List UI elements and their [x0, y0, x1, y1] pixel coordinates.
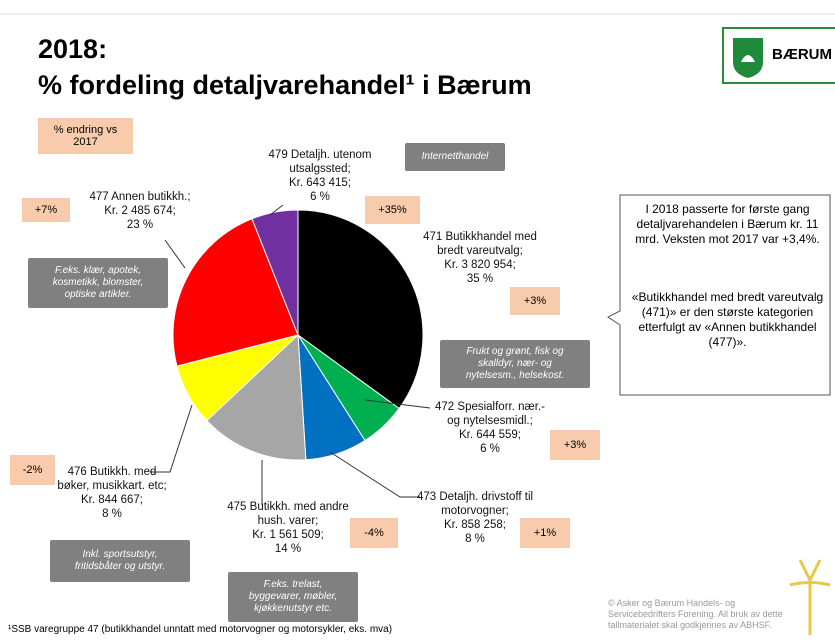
pie-slice: [251, 209, 299, 336]
pie-slice: [297, 209, 424, 410]
callout-note: Inkl. sportsutstyr, fritidsbåter og utst…: [50, 540, 190, 582]
changes-header: % endring vs 2017: [38, 118, 133, 154]
value-label: 14 %: [274, 543, 302, 555]
value-label: 8 %: [102, 508, 122, 520]
pie-slice: [206, 333, 307, 461]
copyright: © Asker og Bærum Handels- og Servicebedr…: [608, 598, 783, 630]
value-label: 35 %: [466, 273, 494, 285]
info-frame: [607, 194, 831, 396]
slice-amount: Kr. 643 415;: [288, 177, 352, 189]
value-label: 8 %: [465, 533, 485, 545]
change-badge: +3%: [550, 430, 600, 460]
slice-label: 475 Butikkh. med andre hush. varer;: [227, 501, 349, 527]
pie-slice: [172, 218, 299, 367]
change-badge: +7%: [22, 198, 70, 222]
slice-label: 471 Butikkhandel med bredt vareutvalg;: [423, 231, 537, 257]
footnote: ¹SSB varegruppe 47 (butikkhandel unntatt…: [8, 624, 393, 635]
info-text: «Butikkhandel med bredt vareutvalg (471)…: [631, 290, 824, 349]
value-label: 23 %: [126, 219, 154, 231]
change-badge: +1%: [520, 518, 570, 548]
leader-lines: [150, 204, 431, 505]
logo-text: BÆRUM: [772, 46, 832, 63]
slice-label: 476 Butikkh. med bøker, musikkart. etc;: [57, 466, 167, 492]
change-badge: -2%: [10, 455, 55, 485]
change-badge: +35%: [365, 196, 420, 224]
slice-amount: Kr. 3 820 954;: [444, 259, 516, 271]
callout-note: F.eks. klær, apotek, kosmetikk, blomster…: [28, 258, 168, 308]
value-label: 6 %: [480, 443, 500, 455]
leader: [164, 239, 186, 269]
slice-label: 479 Detaljh. utenom utsalgssted;: [268, 149, 372, 175]
slice-amount: Kr. 2 485 674;: [104, 205, 176, 217]
slice-amount: Kr. 1 561 509;: [252, 529, 324, 541]
slice-amount: Kr. 858 258;: [443, 519, 507, 531]
leader: [269, 204, 284, 216]
value-label: 6 %: [310, 191, 330, 203]
slice-label: 473 Detaljh. drivstoff til motorvogner;: [416, 491, 534, 517]
leader: [150, 404, 193, 473]
slice-amount: Kr. 644 559;: [458, 429, 522, 441]
logo-arch: [741, 55, 755, 62]
callout-note: Frukt og grønt, fisk og skalldyr, nær- o…: [440, 340, 590, 388]
title: 2018:: [38, 34, 108, 64]
subtitle: % fordeling detaljvarehandel¹ i Bærum: [38, 70, 532, 100]
change-badge: -4%: [350, 518, 398, 548]
callout-note: F.eks. trelast, byggevarer, møbler, kjøk…: [228, 572, 358, 622]
change-badge: +3%: [510, 287, 560, 315]
leader: [329, 451, 420, 498]
slice-label: 477 Annen butikkh.;: [89, 191, 191, 203]
slice-label: 472 Spesialforr. nær.- og nytelsesmidl.;: [435, 401, 545, 427]
logo-caduceus: [789, 559, 831, 635]
leader: [364, 399, 431, 409]
callout-note: Internetthandel: [405, 143, 505, 171]
slice-amount: Kr. 844 667;: [80, 494, 144, 506]
info-text: I 2018 passerte for første gang detaljva…: [635, 202, 820, 246]
